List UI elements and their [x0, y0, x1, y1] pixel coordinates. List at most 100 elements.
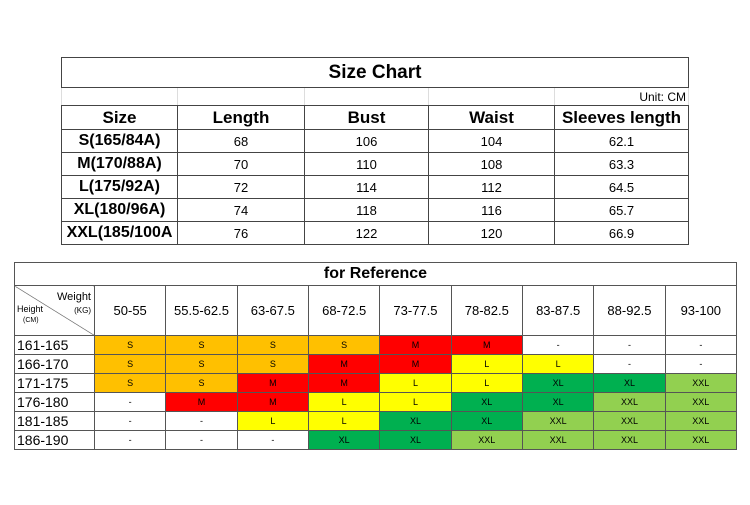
measurement-cell: 70 — [177, 152, 305, 176]
size-recommendation-cell: S — [165, 373, 238, 393]
height-weight-corner: Weight (KG) Height (CM) — [14, 285, 95, 336]
height-unit: (CM) — [23, 317, 39, 324]
size-recommendation-cell: XXL — [450, 430, 523, 450]
measurement-cell: 116 — [428, 198, 555, 222]
size-recommendation-cell: M — [379, 335, 452, 355]
table-row: L(175/92A) 72 114 112 64.5 — [61, 175, 690, 199]
weight-header: 55.5-62.5 — [165, 285, 238, 336]
size-recommendation-cell: S — [236, 335, 309, 355]
size-recommendation-cell: XL — [307, 430, 381, 450]
height-label: Height — [17, 304, 44, 314]
size-recommendation-cell: XL — [593, 373, 666, 393]
size-cell: M(170/88A) — [61, 152, 178, 176]
size-recommendation-cell: XL — [521, 373, 595, 393]
weight-header: 78-82.5 — [450, 285, 523, 336]
size-recommendation-cell: S — [93, 354, 167, 374]
height-cell: 161-165 — [14, 335, 95, 355]
size-recommendation-cell: L — [379, 373, 452, 393]
size-recommendation-cell: XL — [379, 430, 452, 450]
measurement-cell: 65.7 — [553, 198, 690, 222]
size-chart-title: Size Chart — [60, 57, 690, 88]
size-recommendation-cell: M — [236, 392, 309, 412]
weight-header: 93-100 — [664, 285, 738, 336]
size-recommendation-cell: - — [664, 354, 738, 374]
measurement-cell: 104 — [428, 129, 555, 153]
table-row: 161-165 S S S S M M - - - — [14, 335, 738, 355]
size-recommendation-cell: - — [593, 354, 666, 374]
unit-label: Unit: CM — [553, 87, 690, 106]
size-recommendation-cell: L — [236, 411, 309, 431]
size-recommendation-cell: L — [379, 392, 452, 412]
measurement-cell: 68 — [177, 129, 305, 153]
size-cell: XXL(185/100A — [61, 221, 178, 245]
column-header: Waist — [428, 105, 555, 130]
measurement-cell: 122 — [304, 221, 429, 245]
size-recommendation-cell: M — [236, 373, 309, 393]
column-header: Size — [61, 105, 178, 130]
weight-header: 83-87.5 — [521, 285, 595, 336]
table-row: 181-185- - L L XL XL XXL XXL XXL — [14, 411, 738, 431]
size-recommendation-cell: XXL — [521, 411, 595, 431]
measurement-cell: 118 — [304, 198, 429, 222]
size-recommendation-cell: XXL — [521, 430, 595, 450]
size-recommendation-cell: XL — [379, 411, 452, 431]
size-recommendation-cell: M — [307, 354, 381, 374]
measurement-cell: 63.3 — [553, 152, 690, 176]
size-recommendation-cell: XXL — [664, 430, 738, 450]
table-row: M(170/88A) 70 110 108 63.3 — [61, 152, 690, 176]
size-recommendation-cell: XXL — [664, 411, 738, 431]
height-cell: 181-185 — [14, 411, 95, 431]
size-recommendation-cell: - — [93, 411, 167, 431]
measurement-cell: 110 — [304, 152, 429, 176]
weight-unit: (KG) — [74, 306, 91, 315]
table-row: 186-190- - - XL XL XXL XXL XXL XXL — [14, 430, 738, 450]
measurement-cell: 62.1 — [553, 129, 690, 153]
size-recommendation-cell: - — [165, 430, 238, 450]
size-recommendation-cell: XL — [521, 392, 595, 412]
size-recommendation-cell: L — [521, 354, 595, 374]
size-recommendation-cell: L — [450, 373, 523, 393]
measurement-cell: 74 — [177, 198, 305, 222]
size-recommendation-cell: - — [236, 430, 309, 450]
size-recommendation-cell: S — [307, 335, 381, 355]
measurement-cell: 114 — [304, 175, 429, 199]
measurement-cell: 106 — [304, 129, 429, 153]
size-recommendation-cell: L — [450, 354, 523, 374]
size-recommendation-cell: S — [93, 373, 167, 393]
size-cell: L(175/92A) — [61, 175, 178, 199]
table-row: 171-175 S S M M L L XL XL XXL — [14, 373, 738, 393]
weight-header: 73-77.5 — [379, 285, 452, 336]
height-cell: 176-180 — [14, 392, 95, 412]
height-cell: 166-170 — [14, 354, 95, 374]
size-recommendation-cell: XXL — [664, 392, 738, 412]
measurement-cell: 72 — [177, 175, 305, 199]
measurement-cell: 108 — [428, 152, 555, 176]
table-row: S(165/84A) 68 106 104 62.1 — [61, 129, 690, 153]
weight-header: 68-72.5 — [307, 285, 381, 336]
size-recommendation-cell: XXL — [593, 392, 666, 412]
size-recommendation-cell: XL — [450, 392, 523, 412]
size-recommendation-cell: - — [93, 392, 167, 412]
weight-header: 88-92.5 — [593, 285, 666, 336]
size-recommendation-cell: M — [379, 354, 452, 374]
size-recommendation-cell: XXL — [593, 430, 666, 450]
weight-header: 63-67.5 — [236, 285, 309, 336]
size-recommendation-cell: XL — [450, 411, 523, 431]
size-recommendation-cell: L — [307, 411, 381, 431]
height-cell: 186-190 — [14, 430, 95, 450]
size-recommendation-cell: S — [93, 335, 167, 355]
size-recommendation-cell: M — [165, 392, 238, 412]
measurement-cell: 66.9 — [553, 221, 690, 245]
size-cell: XL(180/96A) — [61, 198, 178, 222]
size-recommendation-cell: S — [165, 354, 238, 374]
size-recommendation-cell: - — [593, 335, 666, 355]
size-recommendation-cell: XXL — [664, 373, 738, 393]
size-recommendation-cell: - — [93, 430, 167, 450]
size-recommendation-cell: - — [664, 335, 738, 355]
table-row: 176-180- M M L L XL XL XXL XXL — [14, 392, 738, 412]
table-row: XL(180/96A) 74 118 116 65.7 — [61, 198, 690, 222]
table-row: 166-170 S S S M M L L - - — [14, 354, 738, 374]
reference-title: for Reference — [14, 262, 737, 286]
size-recommendation-cell: - — [165, 411, 238, 431]
size-chart-table: Size Chart Unit: CM Size Length Bust Waist S… — [60, 57, 690, 245]
